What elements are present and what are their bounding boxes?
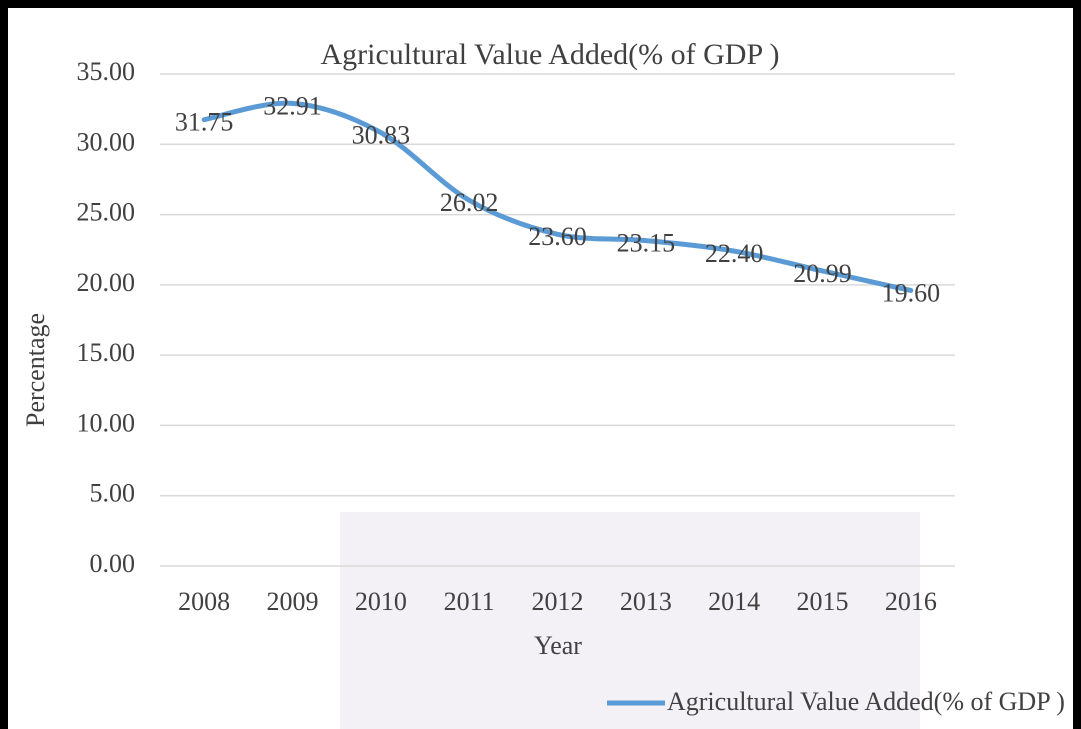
- y-tick-label: 5.00: [90, 479, 136, 508]
- watermark: [340, 512, 920, 729]
- y-tick-label: 30.00: [77, 127, 136, 156]
- x-tick-label: 2009: [267, 587, 319, 616]
- y-tick-label: 10.00: [77, 408, 136, 437]
- data-label: 19.60: [882, 278, 941, 307]
- x-tick-label: 2011: [444, 587, 495, 616]
- series-line: [201, 100, 914, 293]
- y-tick-label: 25.00: [77, 198, 136, 227]
- x-tick-label: 2016: [885, 587, 937, 616]
- y-tick-label: 0.00: [90, 549, 136, 578]
- data-label: 32.91: [263, 91, 322, 120]
- x-tick-label: 2013: [620, 587, 672, 616]
- data-label: 20.99: [793, 259, 852, 288]
- x-tick-label: 2008: [178, 587, 230, 616]
- data-label: 22.40: [705, 239, 764, 268]
- data-label: 23.15: [617, 229, 676, 258]
- data-label: 31.75: [175, 108, 234, 137]
- x-tick-label: 2014: [708, 587, 760, 616]
- x-tick-label: 2015: [797, 587, 849, 616]
- y-tick-label: 35.00: [77, 57, 136, 86]
- data-label: 26.02: [440, 188, 499, 217]
- data-label: 30.83: [352, 121, 411, 150]
- legend-label: Agricultural Value Added(% of GDP ): [667, 687, 1065, 716]
- x-tick-label: 2012: [532, 587, 584, 616]
- y-tick-label: 15.00: [77, 338, 136, 367]
- chart-title: Agricultural Value Added(% of GDP ): [320, 38, 779, 71]
- x-axis-label: Year: [534, 631, 582, 660]
- y-axis-label: Percentage: [21, 313, 50, 427]
- x-tick-label: 2010: [355, 587, 407, 616]
- y-tick-label: 20.00: [77, 268, 136, 297]
- data-label: 23.60: [528, 222, 587, 251]
